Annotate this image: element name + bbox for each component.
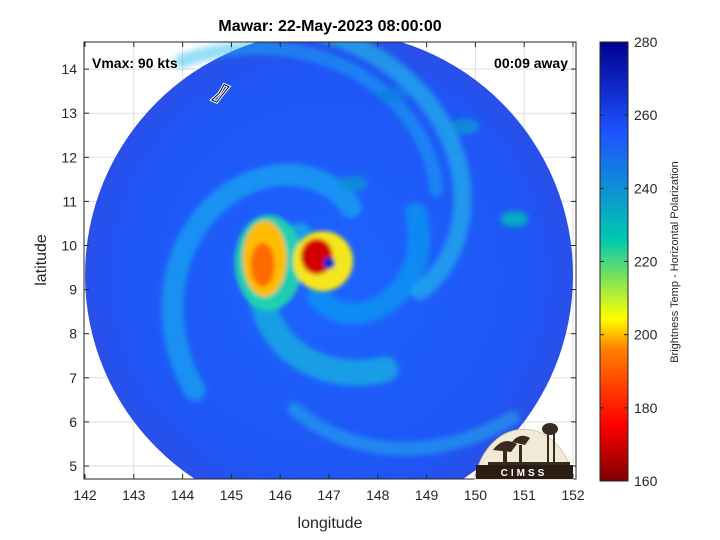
x-tick-label: 146 [269,487,293,503]
y-tick-label: 14 [61,61,77,77]
colorbar [599,41,629,482]
outer-rain-band [161,163,362,402]
y-tick-label: 12 [61,149,77,165]
cimss-logo: CIMSS [474,423,574,480]
y-tick-label: 11 [62,193,77,209]
eyewall [300,238,333,275]
storm-core [234,214,353,311]
y-tick-label: 7 [69,370,77,386]
band-feature [451,118,480,135]
band-feature [500,211,529,228]
storm-eye [323,257,335,270]
x-tick-label: 145 [220,487,244,503]
x-tick-label: 143 [122,487,146,503]
colorbar-tick-label: 180 [634,400,658,416]
x-axis: 142 143 144 145 146 147 148 149 150 151 152 [73,42,585,503]
inner-band-hotspot [250,242,275,287]
x-tick-label: 149 [415,487,439,503]
inner-rain-band [307,202,430,325]
y-tick-label: 5 [69,458,77,474]
island-outline-inner [210,83,230,103]
x-tick-label: 148 [366,487,390,503]
colorbar-tick-label: 240 [634,180,658,196]
chart-title: Mawar: 22-May-2023 08:00:00 [218,18,441,35]
vmax-annotation: Vmax: 90 kts [92,55,178,71]
y-tick-label: 8 [69,326,77,342]
y-tick-label: 10 [61,238,77,254]
colorbar-tick-label: 220 [634,254,658,270]
outer-rain-band [174,42,444,197]
colorbar-tick-label: 260 [634,107,658,123]
x-tick-label: 144 [171,487,195,503]
y-axis: 5 6 7 8 9 10 11 12 13 14 [61,61,576,474]
x-tick-label: 151 [513,487,537,503]
x-tick-label: 142 [73,487,97,503]
y-tick-label: 9 [69,282,77,298]
x-tick-label: 150 [464,487,488,503]
time-away-annotation: 00:09 away [494,55,568,71]
y-tick-label: 6 [69,414,77,430]
x-axis-label: longitude [298,515,363,532]
colorbar-tick-label: 200 [634,327,658,343]
plot-frame [83,41,577,480]
colorbar-tick-label: 160 [634,473,658,489]
x-tick-label: 147 [317,487,341,503]
y-axis-label: latitude [33,234,50,286]
colorbar-label: Brightness Temp - Horizontal Polarizatio… [669,161,681,363]
logo-text: CIMSS [501,468,548,479]
outer-rain-band [320,42,472,301]
colorbar-ticks: 160 180 200 220 240 260 280 [600,34,658,489]
x-tick-label: 152 [561,487,585,503]
colorbar-tick-label: 280 [634,34,658,50]
outer-rain-band [287,402,520,456]
band-feature [339,175,368,192]
y-tick-label: 13 [61,105,77,121]
band-feature [378,87,407,104]
